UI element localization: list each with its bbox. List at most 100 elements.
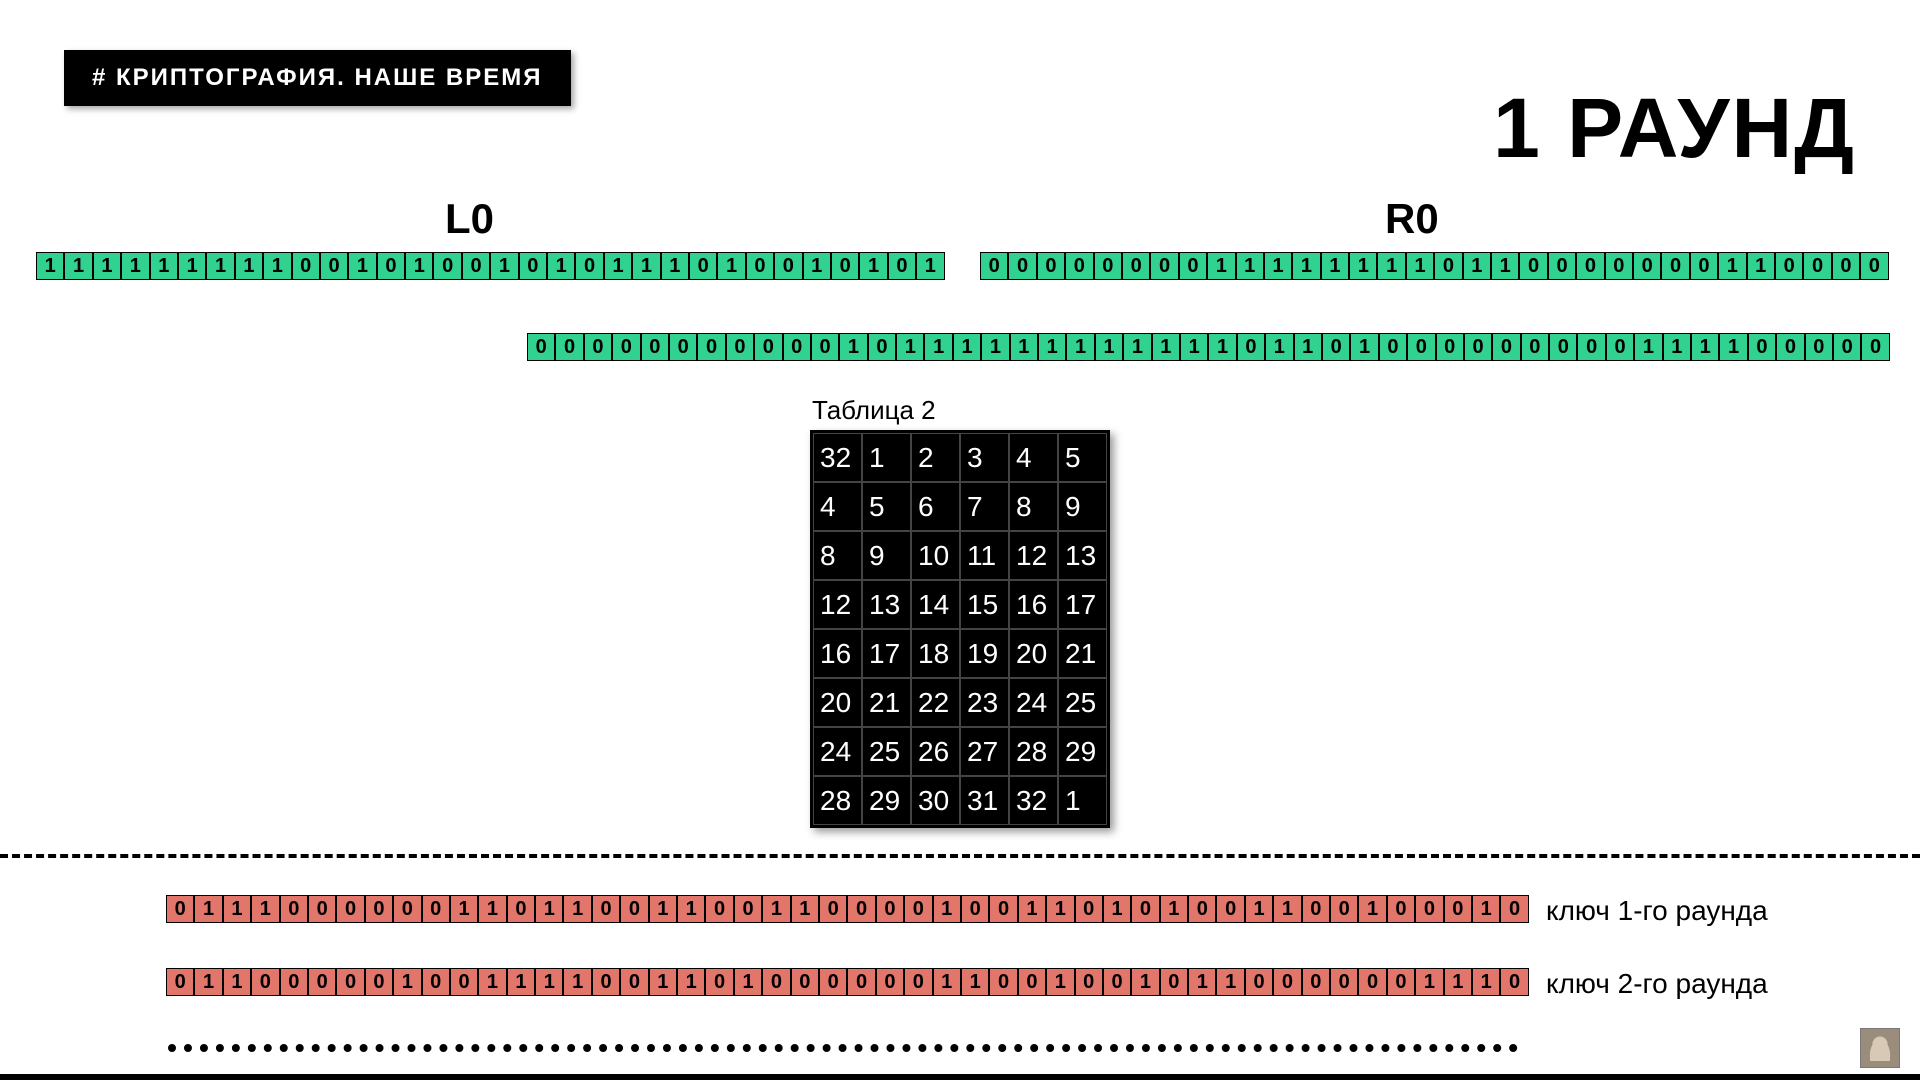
bit-cell: 0 bbox=[450, 968, 478, 996]
bit-cell: 0 bbox=[1464, 333, 1492, 361]
bit-cell: 1 bbox=[547, 252, 575, 280]
bit-cell: 0 bbox=[1160, 968, 1188, 996]
bit-cell: 0 bbox=[1075, 895, 1103, 923]
bit-cell: 1 bbox=[859, 252, 887, 280]
expansion-table-cell: 2 bbox=[911, 433, 960, 482]
expansion-table-cell: 1 bbox=[862, 433, 911, 482]
bit-cell: 1 bbox=[1188, 968, 1216, 996]
bit-cell: 0 bbox=[1302, 968, 1330, 996]
bit-cell: 0 bbox=[1387, 895, 1415, 923]
bit-cell: 1 bbox=[1216, 968, 1244, 996]
bit-cell: 1 bbox=[563, 968, 591, 996]
bit-cell: 0 bbox=[1131, 895, 1159, 923]
bit-cell: 0 bbox=[831, 252, 859, 280]
bit-cell: 1 bbox=[924, 333, 952, 361]
bit-cell: 0 bbox=[280, 895, 308, 923]
expansion-table-cell: 8 bbox=[1009, 482, 1058, 531]
bit-cell: 0 bbox=[1661, 252, 1689, 280]
bit-cell: 0 bbox=[1548, 252, 1576, 280]
bit-cell: 0 bbox=[1444, 895, 1472, 923]
bit-cell: 0 bbox=[1521, 333, 1549, 361]
bit-cell: 0 bbox=[1415, 895, 1443, 923]
expansion-table-cell: 24 bbox=[1009, 678, 1058, 727]
expansion-table-cell: 23 bbox=[960, 678, 1009, 727]
header-chip: # КРИПТОГРАФИЯ. НАШЕ ВРЕМЯ bbox=[64, 50, 571, 106]
bit-cell: 0 bbox=[1179, 252, 1207, 280]
bit-cell: 1 bbox=[535, 968, 563, 996]
expansion-table-cell: 3 bbox=[960, 433, 1009, 482]
bit-cell: 0 bbox=[1018, 968, 1046, 996]
bit-cell: 0 bbox=[1833, 333, 1861, 361]
bit-cell: 1 bbox=[649, 968, 677, 996]
expansion-table-cell: 24 bbox=[813, 727, 862, 776]
bit-cell: 0 bbox=[783, 333, 811, 361]
label-key2: ключ 2-го раунда bbox=[1546, 968, 1768, 1000]
bit-cell: 0 bbox=[1103, 968, 1131, 996]
bit-cell: 0 bbox=[1577, 333, 1605, 361]
bit-cell: 0 bbox=[280, 968, 308, 996]
bit-cell: 0 bbox=[1690, 252, 1718, 280]
bit-cell: 1 bbox=[791, 895, 819, 923]
bit-cell: 0 bbox=[308, 895, 336, 923]
bit-cell: 1 bbox=[916, 252, 944, 280]
expansion-table-cell: 15 bbox=[960, 580, 1009, 629]
bit-cell: 1 bbox=[1103, 895, 1131, 923]
bit-cell: 0 bbox=[592, 895, 620, 923]
bit-cell: 0 bbox=[1500, 968, 1528, 996]
bit-cell: 0 bbox=[746, 252, 774, 280]
bit-cell: 0 bbox=[166, 968, 194, 996]
bit-cell: 1 bbox=[632, 252, 660, 280]
bit-cell: 0 bbox=[1387, 968, 1415, 996]
expansion-table-cell: 17 bbox=[1058, 580, 1107, 629]
bit-cell: 1 bbox=[507, 968, 535, 996]
expansion-table-cell: 17 bbox=[862, 629, 911, 678]
bit-cell: 1 bbox=[1292, 252, 1320, 280]
expansion-table-cell: 18 bbox=[911, 629, 960, 678]
bit-cell: 1 bbox=[933, 968, 961, 996]
expansion-table-cell: 13 bbox=[1058, 531, 1107, 580]
bit-cell: 1 bbox=[223, 968, 251, 996]
bit-cell: 0 bbox=[1094, 252, 1122, 280]
bit-cell: 0 bbox=[1803, 252, 1831, 280]
expansion-table-cell: 29 bbox=[862, 776, 911, 825]
bit-cell: 1 bbox=[478, 895, 506, 923]
bit-cell: 0 bbox=[1330, 968, 1358, 996]
bit-cell: 0 bbox=[1216, 895, 1244, 923]
bit-cell: 0 bbox=[1776, 333, 1804, 361]
bit-cell: 1 bbox=[649, 895, 677, 923]
bit-cell: 0 bbox=[166, 895, 194, 923]
expansion-table-cell: 6 bbox=[911, 482, 960, 531]
bit-cell: 1 bbox=[953, 333, 981, 361]
bit-cell: 0 bbox=[904, 968, 932, 996]
bit-cell: 0 bbox=[876, 895, 904, 923]
expansion-table-cell: 12 bbox=[813, 580, 862, 629]
bit-cell: 1 bbox=[1265, 333, 1293, 361]
bit-cell: 0 bbox=[365, 968, 393, 996]
bit-cell: 1 bbox=[1350, 333, 1378, 361]
bit-cell: 0 bbox=[811, 333, 839, 361]
bit-cell: 0 bbox=[592, 968, 620, 996]
label-key1: ключ 1-го раунда bbox=[1546, 895, 1768, 927]
bit-cell: 0 bbox=[1322, 333, 1350, 361]
bit-cell: 1 bbox=[1444, 968, 1472, 996]
bits-expanded: 0000000000010111111111111011010000000001… bbox=[527, 333, 1890, 361]
bit-cell: 1 bbox=[1472, 895, 1500, 923]
bit-cell: 1 bbox=[1747, 252, 1775, 280]
expansion-table-cell: 10 bbox=[911, 531, 960, 580]
expansion-table-cell: 9 bbox=[862, 531, 911, 580]
expansion-table-cell: 5 bbox=[1058, 433, 1107, 482]
bit-cell: 0 bbox=[989, 968, 1017, 996]
bit-cell: 0 bbox=[1273, 968, 1301, 996]
bit-cell: 1 bbox=[1236, 252, 1264, 280]
bit-cell: 0 bbox=[377, 252, 405, 280]
bit-cell: 0 bbox=[1861, 333, 1889, 361]
bit-cell: 0 bbox=[989, 895, 1017, 923]
bit-cell: 1 bbox=[194, 968, 222, 996]
expansion-table-cell: 21 bbox=[862, 678, 911, 727]
bit-cell: 1 bbox=[36, 252, 64, 280]
bit-cell: 1 bbox=[1358, 895, 1386, 923]
expansion-table-cell: 32 bbox=[1009, 776, 1058, 825]
bit-cell: 0 bbox=[641, 333, 669, 361]
bit-cell: 1 bbox=[933, 895, 961, 923]
expansion-table-cell: 13 bbox=[862, 580, 911, 629]
